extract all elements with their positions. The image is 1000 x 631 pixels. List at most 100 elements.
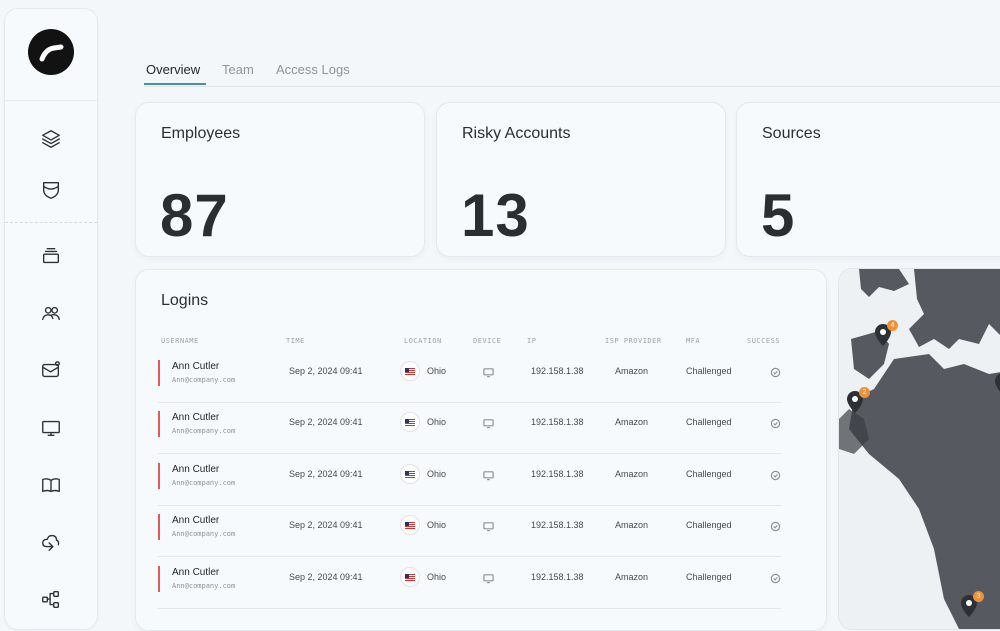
logins-card: Logins USERNAME TIME LOCATION DEVICE IP … xyxy=(135,269,827,631)
us-flag-icon xyxy=(400,412,420,432)
login-time: Sep 2, 2024 09:41 xyxy=(289,572,363,582)
risk-indicator xyxy=(158,514,160,540)
user-email: Ann@company.com xyxy=(172,427,236,435)
user-email: Ann@company.com xyxy=(172,479,236,487)
check-circle-icon xyxy=(770,571,781,589)
risk-indicator xyxy=(158,463,160,489)
tab-access-logs[interactable]: Access Logs xyxy=(276,62,350,77)
pin-count-badge: 4 xyxy=(887,320,898,331)
column-header-mfa[interactable]: MFA xyxy=(686,337,701,345)
map-pin[interactable] xyxy=(995,373,1000,400)
sidebar-item-cloud-sync[interactable] xyxy=(35,526,67,558)
username: Ann Cutler xyxy=(172,567,220,578)
sidebar xyxy=(4,8,98,630)
sidebar-item-workflow[interactable] xyxy=(35,583,67,615)
us-flag-icon xyxy=(400,567,420,587)
login-ip: 192.158.1.38 xyxy=(531,469,584,479)
map-pin-icon xyxy=(847,391,863,413)
login-location: Ohio xyxy=(427,469,447,479)
username: Ann Cutler xyxy=(172,464,220,475)
monitor-icon xyxy=(483,468,494,486)
stat-value: 13 xyxy=(461,182,530,249)
table-row[interactable]: Ann Cutler Ann@company.com Sep 2, 2024 0… xyxy=(158,505,781,557)
tab-bar: Overview Team Access Logs xyxy=(144,60,1000,87)
login-ip: 192.158.1.38 xyxy=(531,417,584,427)
user-email: Ann@company.com xyxy=(172,376,236,384)
monitor-icon xyxy=(483,416,494,434)
stat-value: 5 xyxy=(761,182,796,249)
stat-title: Risky Accounts xyxy=(462,125,571,142)
login-map[interactable]: 4 2 3 xyxy=(838,268,1000,630)
column-header-device[interactable]: DEVICE xyxy=(473,337,502,345)
sidebar-item-users[interactable] xyxy=(35,297,67,329)
sidebar-item-mail[interactable] xyxy=(35,354,67,386)
pin-count-badge: 3 xyxy=(973,591,984,602)
us-flag-icon xyxy=(400,361,420,381)
column-header-isp-provider[interactable]: ISP PROVIDER xyxy=(605,337,662,345)
book-icon xyxy=(42,478,60,493)
stat-title: Employees xyxy=(161,125,241,142)
login-time: Sep 2, 2024 09:41 xyxy=(289,520,363,530)
sidebar-item-inbox[interactable] xyxy=(35,240,67,272)
monitor-icon xyxy=(483,571,494,589)
stat-card-sources: Sources 5 xyxy=(736,102,1000,257)
isp-provider: Amazon xyxy=(615,417,649,427)
login-time: Sep 2, 2024 09:41 xyxy=(289,469,363,479)
login-ip: 192.158.1.38 xyxy=(531,520,584,530)
username: Ann Cutler xyxy=(172,515,220,526)
login-time: Sep 2, 2024 09:41 xyxy=(289,417,363,427)
active-tab-indicator xyxy=(144,83,206,85)
mail-badge-icon xyxy=(42,361,60,378)
us-flag-icon xyxy=(400,515,420,535)
layers-icon xyxy=(42,130,60,148)
column-header-success[interactable]: SUCCESS xyxy=(747,337,781,345)
us-flag-icon xyxy=(400,464,420,484)
login-location: Ohio xyxy=(427,520,447,530)
risk-indicator xyxy=(158,411,160,437)
logins-title: Logins xyxy=(161,292,209,309)
isp-provider: Amazon xyxy=(615,520,649,530)
isp-provider: Amazon xyxy=(615,469,649,479)
check-circle-icon xyxy=(770,416,781,434)
column-header-location[interactable]: LOCATION xyxy=(404,337,442,345)
column-header-time[interactable]: TIME xyxy=(286,337,305,345)
sidebar-item-book[interactable] xyxy=(35,469,67,501)
tab-overview[interactable]: Overview xyxy=(146,62,201,77)
shield-icon xyxy=(42,181,60,199)
stat-title: Sources xyxy=(762,125,821,142)
table-row[interactable]: Ann Cutler Ann@company.com Sep 2, 2024 0… xyxy=(158,402,781,454)
monitor-icon xyxy=(483,365,494,383)
check-circle-icon xyxy=(770,365,781,383)
logo-mark-icon xyxy=(39,44,64,62)
check-circle-icon xyxy=(770,519,781,537)
world-map xyxy=(839,269,1000,629)
tab-team[interactable]: Team xyxy=(222,62,254,77)
table-row[interactable]: Ann Cutler Ann@company.com Sep 2, 2024 0… xyxy=(158,351,781,403)
login-time: Sep 2, 2024 09:41 xyxy=(289,366,363,376)
sidebar-item-shield[interactable] xyxy=(35,174,67,206)
user-email: Ann@company.com xyxy=(172,530,236,538)
stat-card-risky-accounts: Risky Accounts 13 xyxy=(436,102,726,257)
table-row[interactable]: Ann Cutler Ann@company.com Sep 2, 2024 0… xyxy=(158,557,781,609)
column-header-ip[interactable]: IP xyxy=(527,337,537,345)
sidebar-item-layers[interactable] xyxy=(35,123,67,155)
risk-indicator xyxy=(158,566,160,592)
map-pin[interactable]: 3 xyxy=(961,591,984,622)
user-email: Ann@company.com xyxy=(172,582,236,590)
map-pin-icon xyxy=(995,373,1000,392)
pin-count-badge: 2 xyxy=(859,387,870,398)
app-logo[interactable] xyxy=(28,29,74,75)
column-header-username[interactable]: USERNAME xyxy=(161,337,199,345)
monitor-icon xyxy=(42,420,60,437)
sidebar-item-monitor[interactable] xyxy=(35,412,67,444)
cloud-sync-icon xyxy=(42,534,60,551)
map-pin[interactable]: 2 xyxy=(847,387,870,418)
table-row[interactable]: Ann Cutler Ann@company.com Sep 2, 2024 0… xyxy=(158,454,781,506)
map-pin[interactable]: 4 xyxy=(875,320,898,351)
mfa-status: Challenged xyxy=(686,417,732,427)
isp-provider: Amazon xyxy=(615,366,649,376)
mfa-status: Challenged xyxy=(686,572,732,582)
login-location: Ohio xyxy=(427,366,447,376)
risk-indicator xyxy=(158,360,160,386)
login-location: Ohio xyxy=(427,417,447,427)
